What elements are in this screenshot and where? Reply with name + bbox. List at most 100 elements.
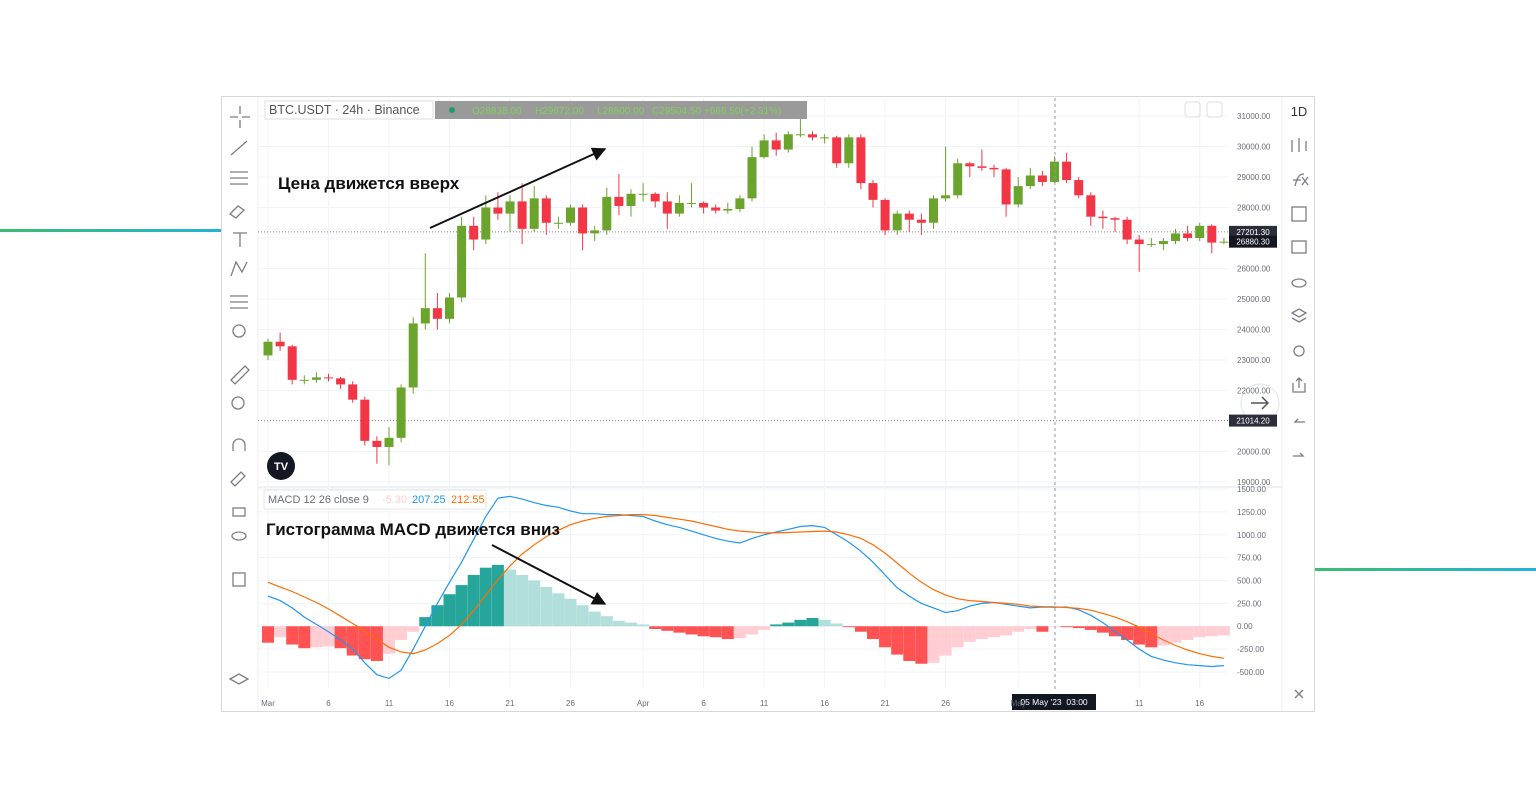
histogram-bar: [709, 626, 722, 638]
candle-body: [989, 167, 999, 170]
histogram-bar: [963, 626, 976, 642]
histogram-bar: [1145, 626, 1158, 648]
candle-body: [687, 202, 696, 204]
lock-draw-tool[interactable]: [230, 471, 246, 487]
candle-body: [1086, 195, 1096, 217]
candle-body: [892, 213, 902, 231]
right-toolbar[interactable]: [1290, 138, 1309, 699]
decor-line: [1315, 568, 1536, 571]
candle-body: [1013, 186, 1023, 205]
y-tick-label: 22000.00: [1237, 387, 1271, 396]
candle-body: [953, 163, 963, 196]
objects-button[interactable]: [1290, 308, 1308, 323]
y-tick-label: -250.00: [1237, 645, 1265, 654]
candle-body: [287, 346, 297, 380]
eye-tool[interactable]: [231, 531, 247, 541]
histogram-bar: [661, 626, 674, 631]
visibility-button[interactable]: [1291, 278, 1307, 288]
compare-button[interactable]: [1291, 240, 1307, 254]
histogram-bar: [1169, 626, 1182, 643]
symbol-box: [264, 100, 434, 120]
chart-type-button[interactable]: [1291, 138, 1307, 152]
histogram-bar: [346, 626, 359, 656]
histogram-bar: [479, 567, 492, 627]
histogram-bar: [1096, 626, 1109, 633]
x-tick-label: 26: [566, 699, 575, 708]
candle-body: [1062, 161, 1072, 181]
left-toolbar[interactable]: [228, 106, 250, 685]
logo: [267, 452, 295, 480]
trend-tool[interactable]: [230, 140, 248, 156]
settings-button[interactable]: [1293, 345, 1305, 357]
y-tick-label: 1500.00: [1237, 485, 1266, 494]
annotation: Гистограмма MACD движется вниз: [266, 520, 560, 539]
x-tick-label: 11: [1135, 699, 1144, 708]
candle-body: [420, 308, 430, 324]
share-button[interactable]: [1292, 377, 1306, 393]
price-label: 27201.30: [1236, 228, 1270, 237]
crosshair-tool[interactable]: [230, 106, 250, 128]
forecast-tool[interactable]: [230, 295, 248, 309]
histogram-bar: [564, 598, 577, 627]
histogram-bar: [1157, 626, 1170, 646]
lock-tool[interactable]: [232, 507, 246, 517]
histogram-bar: [274, 626, 287, 638]
histogram-bar: [794, 619, 807, 627]
zoom-tool[interactable]: [231, 396, 245, 410]
last-price-box: [1229, 235, 1277, 248]
candle-body: [602, 196, 612, 231]
candle-body: [735, 198, 745, 210]
candle-body: [324, 377, 333, 379]
histogram-bar: [310, 626, 323, 648]
histogram-bar: [649, 626, 662, 629]
ruler-tool[interactable]: [230, 365, 250, 385]
histogram-bar: [903, 626, 916, 662]
y-tick-label: 250.00: [1237, 599, 1262, 608]
histogram-bar: [1036, 626, 1049, 632]
text-tool[interactable]: [233, 232, 247, 247]
trash-tool[interactable]: [232, 572, 246, 587]
pattern-tool[interactable]: [230, 260, 248, 277]
histogram-bar: [867, 626, 879, 640]
fib-tool[interactable]: [230, 171, 248, 185]
close-button[interactable]: [1294, 689, 1304, 699]
candle-body: [1171, 233, 1180, 242]
emoji-tool[interactable]: [232, 324, 246, 338]
x-tick-label: 21: [881, 699, 890, 708]
histogram-bar: [1024, 626, 1037, 629]
candle-body: [747, 157, 757, 199]
ohlc-box: [435, 101, 807, 119]
y-tick-label: 24000.00: [1237, 326, 1271, 335]
template-button[interactable]: [1291, 206, 1307, 222]
candle-body: [553, 222, 563, 224]
histogram-bar: [637, 624, 650, 627]
candle-body: [384, 437, 394, 447]
candle-body: [626, 193, 636, 206]
histogram-bar: [1000, 626, 1013, 636]
symbol[interactable]: BTC.USDT · 24h · Binance: [269, 103, 420, 117]
histogram-bar: [383, 626, 395, 654]
y-tick-label: 31000.00: [1237, 112, 1271, 121]
redo-button[interactable]: [1293, 452, 1305, 457]
histogram-bar: [407, 626, 420, 632]
histogram-bar: [1133, 626, 1146, 645]
undo-button[interactable]: [1293, 418, 1305, 423]
indicators-button[interactable]: [1293, 173, 1309, 187]
layers-tool[interactable]: [228, 673, 250, 685]
brush-tool[interactable]: [228, 205, 246, 219]
histogram-bar: [673, 626, 686, 633]
candle-body: [1158, 241, 1168, 245]
y-tick-label: 28000.00: [1237, 204, 1271, 213]
candle-body: [1098, 216, 1108, 219]
y-tick-label: 500.00: [1237, 576, 1262, 585]
histogram-bar: [516, 575, 529, 627]
y-tick-label: -500.00: [1237, 668, 1265, 677]
download-button[interactable]: [1184, 101, 1201, 118]
magnet-tool[interactable]: [232, 438, 246, 451]
candle-body: [844, 137, 854, 164]
interval-button[interactable]: 1D: [1291, 104, 1308, 119]
maximize-button[interactable]: [1206, 101, 1223, 118]
candle-body: [1195, 225, 1205, 239]
x-tick-label: 11: [385, 699, 394, 708]
